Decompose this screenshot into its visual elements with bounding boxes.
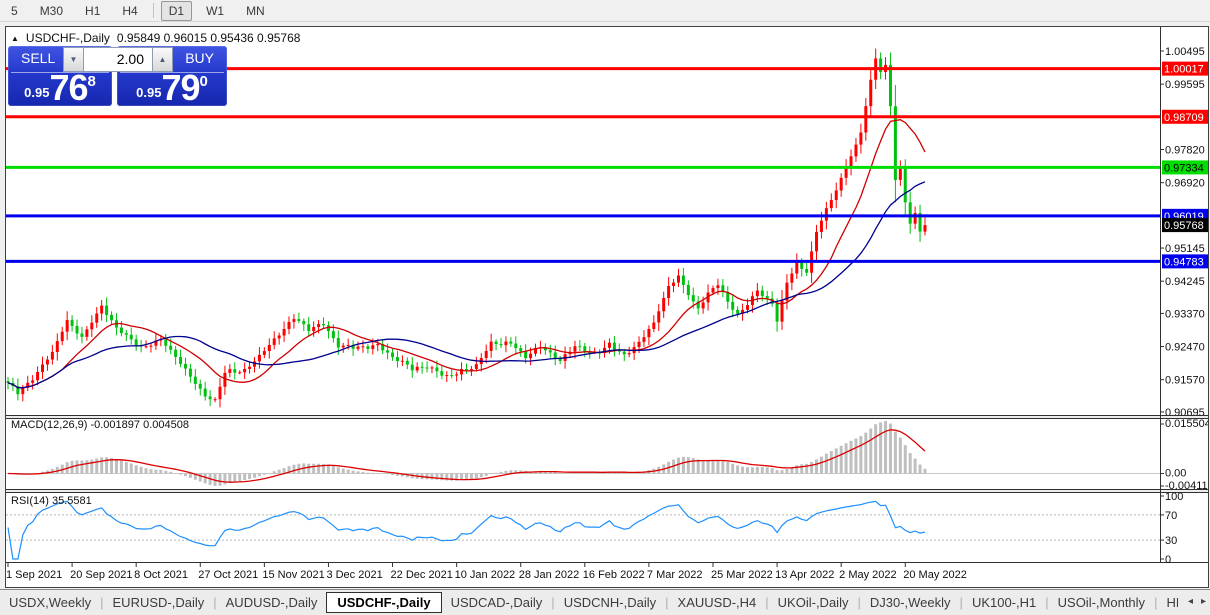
svg-text:70: 70 — [1165, 510, 1177, 522]
svg-text:0.95145: 0.95145 — [1165, 243, 1205, 255]
sell-price: 0.95 76 8 — [8, 67, 112, 108]
svg-text:0.92470: 0.92470 — [1165, 342, 1205, 354]
sell-divider — [11, 72, 109, 73]
tab-eurusd-daily[interactable]: EURUSD-,Daily — [112, 595, 205, 610]
buy-price-pips: 79 — [161, 67, 200, 108]
svg-text:0.98709: 0.98709 — [1164, 112, 1204, 124]
svg-text:-0.004118: -0.004118 — [1165, 480, 1208, 492]
tab-usdcad-daily[interactable]: USDCAD-,Daily — [450, 595, 543, 610]
svg-text:0.93370: 0.93370 — [1165, 308, 1205, 320]
tab-separator: | — [213, 595, 217, 610]
toolbar-separator — [152, 3, 154, 18]
chart-title: ▲ USDCHF-,Daily 0.95849 0.96015 0.95436 … — [11, 31, 300, 45]
svg-text:1.00495: 1.00495 — [1165, 46, 1205, 58]
timeframe-button-w1[interactable]: W1 — [206, 3, 225, 18]
timeframe-button-m30[interactable]: M30 — [39, 3, 64, 18]
volume-input[interactable]: 2.00 — [84, 47, 152, 72]
tab-uk100-h1[interactable]: UK100-,H1 — [971, 595, 1037, 610]
svg-text:0.97334: 0.97334 — [1164, 162, 1204, 174]
svg-text:3 Dec 2021: 3 Dec 2021 — [326, 569, 382, 581]
tab-xauusd-h4[interactable]: XAUUSD-,H4 — [677, 595, 757, 610]
svg-text:0.94783: 0.94783 — [1164, 256, 1204, 268]
chart-window: 1.00495 0.99595 0.97820 0.96920 0.95145 0.942… — [5, 26, 1209, 588]
one-click-trade-panel: SELL 0.95 76 8 BUY 0.95 79 0 ▼ 2.0 — [8, 46, 227, 106]
svg-text:0: 0 — [1165, 554, 1171, 566]
svg-text:0.00: 0.00 — [1165, 468, 1186, 480]
tab-scroll-right-icon[interactable]: ▸ — [1200, 596, 1206, 607]
svg-text:0.99595: 0.99595 — [1165, 79, 1205, 91]
tab-separator: | — [100, 595, 104, 610]
tab-scroll-left-icon[interactable]: ◂ — [1187, 596, 1193, 607]
buy-price-point: 0 — [199, 73, 208, 90]
svg-text:20 May 2022: 20 May 2022 — [903, 569, 967, 581]
tab-ukoil-daily[interactable]: UKOil-,Daily — [777, 595, 849, 610]
timeframe-button-h4[interactable]: H4 — [122, 3, 138, 18]
svg-text:2 May 2022: 2 May 2022 — [839, 569, 896, 581]
timeframe-button-d1[interactable]: D1 — [160, 0, 193, 21]
svg-text:0.015504: 0.015504 — [1165, 418, 1208, 430]
tab-usoil-monthly[interactable]: USOil-,Monthly — [1057, 595, 1146, 610]
timeframe-button-5[interactable]: 5 — [11, 3, 18, 18]
tab-separator: | — [857, 595, 861, 610]
sell-price-base: 0.95 — [24, 85, 50, 100]
svg-text:20 Sep 2021: 20 Sep 2021 — [70, 569, 132, 581]
svg-text:8 Oct 2021: 8 Oct 2021 — [134, 569, 188, 581]
svg-text:15 Nov 2021: 15 Nov 2021 — [262, 569, 324, 581]
svg-text:27 Oct 2021: 27 Oct 2021 — [198, 569, 258, 581]
svg-text:1 Sep 2021: 1 Sep 2021 — [6, 569, 62, 581]
svg-text:0.95768: 0.95768 — [1164, 220, 1204, 232]
svg-text:28 Jan 2022: 28 Jan 2022 — [519, 569, 580, 581]
collapse-triangle-icon[interactable]: ▲ — [11, 33, 19, 43]
tab-scroll-controls: ◂ ▸ — [1188, 596, 1206, 607]
sell-price-point: 8 — [87, 73, 96, 90]
chart-ohlc-values: 0.95849 0.96015 0.95436 0.95768 — [116, 31, 301, 45]
sell-price-pips: 76 — [49, 67, 88, 108]
tab-separator: | — [551, 595, 555, 610]
tab-audusd-daily[interactable]: AUDUSD-,Daily — [225, 595, 318, 610]
tab-separator: | — [765, 595, 769, 610]
buy-divider — [120, 72, 224, 73]
svg-text:0.96920: 0.96920 — [1165, 178, 1205, 190]
tab-usdx-weekly[interactable]: USDX,Weekly — [9, 595, 92, 610]
svg-text:0.94245: 0.94245 — [1165, 276, 1205, 288]
tab-usdcnh-daily[interactable]: USDCNH-,Daily — [563, 595, 657, 610]
chart-symbol-label: USDCHF-,Daily — [25, 31, 110, 45]
timeframe-button-mn[interactable]: MN — [246, 3, 265, 18]
macd-indicator-label: MACD(12,26,9) -0.001897 0.004508 — [11, 419, 189, 431]
svg-text:22 Dec 2021: 22 Dec 2021 — [391, 569, 453, 581]
timeframe-toolbar: 5 M30 H1 H4 D1 W1 MN — [0, 0, 1210, 22]
volume-stepper: ▼ 2.00 ▲ — [63, 47, 173, 72]
tab-usdchf-daily[interactable]: USDCHF-,Daily — [326, 592, 442, 613]
svg-text:0.97820: 0.97820 — [1165, 145, 1205, 157]
svg-text:10 Jan 2022: 10 Jan 2022 — [455, 569, 516, 581]
tab-dj30-weekly[interactable]: DJ30-,Weekly — [869, 595, 951, 610]
symbol-tab-strip: USDX,Weekly | EURUSD-,Daily | AUDUSD-,Daily U… — [0, 590, 1178, 615]
volume-increase-button[interactable]: ▲ — [152, 47, 173, 72]
price-chart-canvas[interactable]: 1.00495 0.99595 0.97820 0.96920 0.95145 0.942… — [6, 27, 1208, 587]
sell-label: SELL — [21, 50, 56, 66]
buy-label: BUY — [185, 50, 214, 66]
svg-text:30: 30 — [1165, 535, 1177, 547]
tab-separator: | — [1154, 595, 1158, 610]
rsi-indicator-label: RSI(14) 35.5581 — [11, 495, 92, 507]
buy-price: 0.95 79 0 — [117, 67, 227, 108]
tab-separator: | — [959, 595, 963, 610]
svg-text:13 Apr 2022: 13 Apr 2022 — [775, 569, 834, 581]
svg-text:25 Mar 2022: 25 Mar 2022 — [711, 569, 773, 581]
svg-text:100: 100 — [1165, 491, 1183, 503]
symbol-tab-bar: USDX,Weekly | EURUSD-,Daily | AUDUSD-,Daily U… — [0, 589, 1210, 615]
buy-price-base: 0.95 — [136, 85, 162, 100]
svg-text:1.00017: 1.00017 — [1164, 64, 1204, 76]
timeframe-button-h1[interactable]: H1 — [85, 3, 101, 18]
svg-text:16 Feb 2022: 16 Feb 2022 — [583, 569, 645, 581]
tab-separator: | — [1045, 595, 1049, 610]
svg-text:7 Mar 2022: 7 Mar 2022 — [647, 569, 703, 581]
volume-decrease-button[interactable]: ▼ — [63, 47, 84, 72]
tab-separator: | — [665, 595, 669, 610]
tab-hk50-[interactable]: HK50-, — [1166, 595, 1178, 610]
svg-text:0.91570: 0.91570 — [1165, 375, 1205, 387]
